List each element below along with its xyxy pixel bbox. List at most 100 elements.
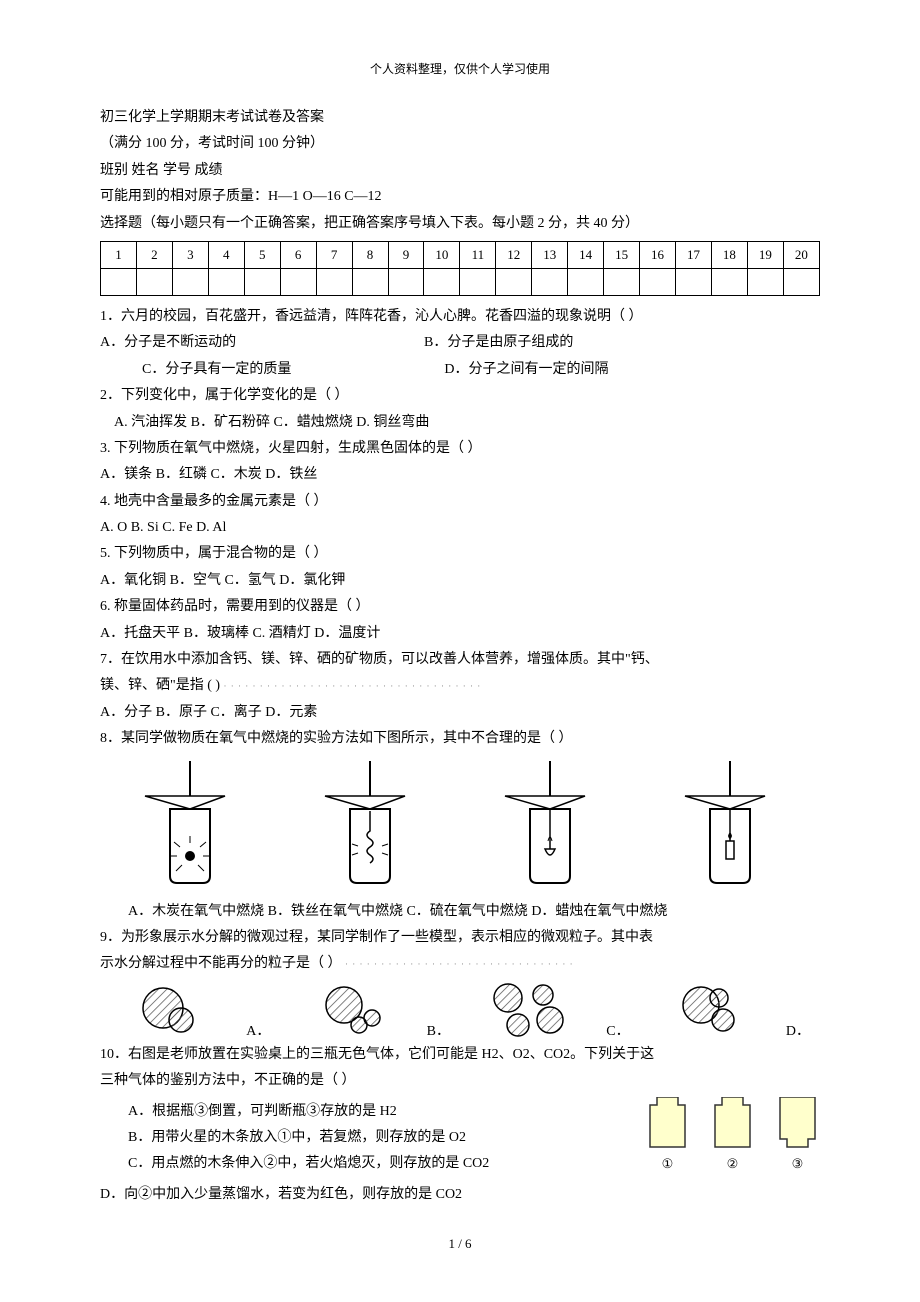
q1-options-row1: A．分子是不断运动的 B．分子是由原子组成的 xyxy=(100,332,820,354)
grid-header-cell: 11 xyxy=(460,241,496,268)
q10-bottle-1-icon xyxy=(645,1097,690,1152)
grid-header-cell: 10 xyxy=(424,241,460,268)
q7-stem-2-text: 镁、锌、硒"是指 ( ) xyxy=(100,678,220,693)
q5-options: A．氧化铜 B．空气 C．氢气 D．氯化钾 xyxy=(100,570,820,592)
exam-subtitle: （满分 100 分，考试时间 100 分钟） xyxy=(100,133,820,155)
grid-header-cell: 14 xyxy=(568,241,604,268)
q6-stem: 6. 称量固体药品时，需要用到的仪器是（ ） xyxy=(100,596,820,618)
q1-option-c: C．分子具有一定的质量 xyxy=(100,359,402,381)
q3-options: A．镁条 B．红磷 C．木炭 D．铁丝 xyxy=(100,464,820,486)
q7-stem-1: 7．在饮用水中添加含钙、镁、锌、硒的矿物质，可以改善人体营养，增强体质。其中"钙… xyxy=(100,649,820,671)
q9-stem-2-text: 示水分解过程中不能再分的粒子是（ ） xyxy=(100,956,342,971)
grid-header-cell: 15 xyxy=(604,241,640,268)
grid-header-cell: 4 xyxy=(208,241,244,268)
grid-header-cell: 12 xyxy=(496,241,532,268)
q8-option-c: C．硫在氧气中燃烧 xyxy=(406,904,527,919)
grid-answer-cell[interactable] xyxy=(352,268,388,295)
q10-stem-1: 10．右图是老师放置在实验桌上的三瓶无色气体，它们可能是 H2、O2、CO2。下… xyxy=(100,1044,820,1066)
q8-bottle-d-icon xyxy=(675,761,785,891)
grid-header-cell: 17 xyxy=(676,241,712,268)
grid-answer-cell[interactable] xyxy=(640,268,676,295)
q10-caption-2: ② xyxy=(727,1156,739,1172)
grid-answer-cell[interactable] xyxy=(316,268,352,295)
q10-caption-3: ③ xyxy=(792,1156,804,1172)
grid-answer-cell[interactable] xyxy=(676,268,712,295)
answer-grid: 1 2 3 4 5 6 7 8 9 10 11 12 13 14 15 16 1… xyxy=(100,241,820,296)
q1-stem: 1．六月的校园，百花盛开，香远益清，阵阵花香，沁人心脾。花香四溢的现象说明（ ） xyxy=(100,306,820,328)
answer-grid-header-row: 1 2 3 4 5 6 7 8 9 10 11 12 13 14 15 16 1… xyxy=(101,241,820,268)
q10-option-d: D．向②中加入少量蒸馏水，若变为红色，则存放的是 CO2 xyxy=(100,1184,820,1206)
q8-bottle-b-icon xyxy=(315,761,425,891)
q8-option-b: B．铁丝在氧气中燃烧 xyxy=(268,904,403,919)
dotted-marker: · · · · · · · · · · · · · · · · · · · · … xyxy=(345,959,574,969)
q1-option-b: B．分子是由原子组成的 xyxy=(424,332,820,354)
atomic-mass-line: 可能用到的相对原子质量：H—1 O—16 C—12 xyxy=(100,186,820,208)
grid-answer-cell[interactable] xyxy=(496,268,532,295)
grid-header-cell: 8 xyxy=(352,241,388,268)
mc-instruction: 选择题（每小题只有一个正确答案，把正确答案序号填入下表。每小题 2 分，共 40… xyxy=(100,213,820,235)
grid-answer-cell[interactable] xyxy=(711,268,747,295)
q4-stem: 4. 地壳中含量最多的金属元素是（ ） xyxy=(100,491,820,513)
exam-title: 初三化学上学期期末考试试卷及答案 xyxy=(100,107,820,129)
q9-label-a: A． xyxy=(246,1020,270,1040)
q2-stem: 2．下列变化中，属于化学变化的是（ ） xyxy=(100,385,820,407)
page: 个人资料整理，仅供个人学习使用 初三化学上学期期末考试试卷及答案 （满分 100… xyxy=(0,0,920,1292)
grid-answer-cell[interactable] xyxy=(244,268,280,295)
q9-particle-b-icon xyxy=(314,980,394,1040)
q5-stem: 5. 下列物质中，属于混合物的是（ ） xyxy=(100,543,820,565)
grid-answer-cell[interactable] xyxy=(172,268,208,295)
grid-answer-cell[interactable] xyxy=(388,268,424,295)
grid-header-cell: 2 xyxy=(136,241,172,268)
q9-stem-2: 示水分解过程中不能再分的粒子是（ ） · · · · · · · · · · ·… xyxy=(100,953,820,975)
q8-stem: 8．某同学做物质在氧气中燃烧的实验方法如下图所示，其中不合理的是（ ） xyxy=(100,728,820,750)
page-footer: 1 / 6 xyxy=(100,1236,820,1252)
q9-label-b: B． xyxy=(427,1020,450,1040)
grid-header-cell: 16 xyxy=(640,241,676,268)
grid-answer-cell[interactable] xyxy=(136,268,172,295)
q6-options: A．托盘天平 B．玻璃棒 C. 酒精灯 D．温度计 xyxy=(100,623,820,645)
q1-options-row2: C．分子具有一定的质量 D．分子之间有一定的间隔 xyxy=(100,359,820,381)
dotted-marker: · · · · · · · · · · · · · · · · · · · · … xyxy=(224,681,482,691)
grid-header-cell: 6 xyxy=(280,241,316,268)
grid-answer-cell[interactable] xyxy=(101,268,137,295)
grid-answer-cell[interactable] xyxy=(460,268,496,295)
q8-option-a: A．木炭在氧气中燃烧 xyxy=(128,904,264,919)
grid-answer-cell[interactable] xyxy=(783,268,819,295)
q10-options-block: A．根据瓶③倒置，可判断瓶③存放的是 H2 B．用带火星的木条放入①中，若复燃，… xyxy=(100,1097,635,1180)
q9-figures: A． B． C． D． xyxy=(100,980,820,1040)
q9-label-d: D． xyxy=(786,1020,810,1040)
q10-option-a: A．根据瓶③倒置，可判断瓶③存放的是 H2 xyxy=(100,1101,635,1123)
student-info-line: 班别 姓名 学号 成绩 xyxy=(100,160,820,182)
grid-answer-cell[interactable] xyxy=(747,268,783,295)
grid-header-cell: 3 xyxy=(172,241,208,268)
q9-label-c: C． xyxy=(606,1020,629,1040)
q9-particle-a-icon xyxy=(133,980,213,1040)
grid-header-cell: 20 xyxy=(783,241,819,268)
grid-answer-cell[interactable] xyxy=(532,268,568,295)
header-note: 个人资料整理，仅供个人学习使用 xyxy=(100,60,820,77)
q8-option-d: D．蜡烛在氧气中燃烧 xyxy=(531,904,667,919)
q10-bottle-2-icon xyxy=(710,1097,755,1152)
q8-options: A．木炭在氧气中燃烧 B．铁丝在氧气中燃烧 C．硫在氧气中燃烧 D．蜡烛在氧气中… xyxy=(100,901,820,923)
grid-header-cell: 5 xyxy=(244,241,280,268)
q10-caption-1: ① xyxy=(662,1156,674,1172)
grid-answer-cell[interactable] xyxy=(604,268,640,295)
grid-header-cell: 9 xyxy=(388,241,424,268)
grid-header-cell: 19 xyxy=(747,241,783,268)
q10-row: A．根据瓶③倒置，可判断瓶③存放的是 H2 B．用带火星的木条放入①中，若复燃，… xyxy=(100,1097,820,1180)
q9-particle-c-icon xyxy=(488,980,578,1040)
q7-stem-2: 镁、锌、硒"是指 ( ) · · · · · · · · · · · · · ·… xyxy=(100,675,820,697)
grid-answer-cell[interactable] xyxy=(208,268,244,295)
q10-figures: ① ② ③ xyxy=(645,1097,820,1172)
grid-answer-cell[interactable] xyxy=(280,268,316,295)
grid-answer-cell[interactable] xyxy=(568,268,604,295)
q3-stem: 3. 下列物质在氧气中燃烧，火星四射，生成黑色固体的是（ ） xyxy=(100,438,820,460)
grid-header-cell: 13 xyxy=(532,241,568,268)
q9-stem-1: 9．为形象展示水分解的微观过程，某同学制作了一些模型，表示相应的微观粒子。其中表 xyxy=(100,927,820,949)
q8-bottle-c-icon xyxy=(495,761,605,891)
q2-options: A. 汽油挥发 B．矿石粉碎 C．蜡烛燃烧 D. 铜丝弯曲 xyxy=(100,412,820,434)
grid-answer-cell[interactable] xyxy=(424,268,460,295)
q8-figures xyxy=(100,761,820,891)
q7-options: A．分子 B．原子 C．离子 D．元素 xyxy=(100,702,820,724)
q10-option-c: C．用点燃的木条伸入②中，若火焰熄灭，则存放的是 CO2 xyxy=(100,1153,635,1175)
